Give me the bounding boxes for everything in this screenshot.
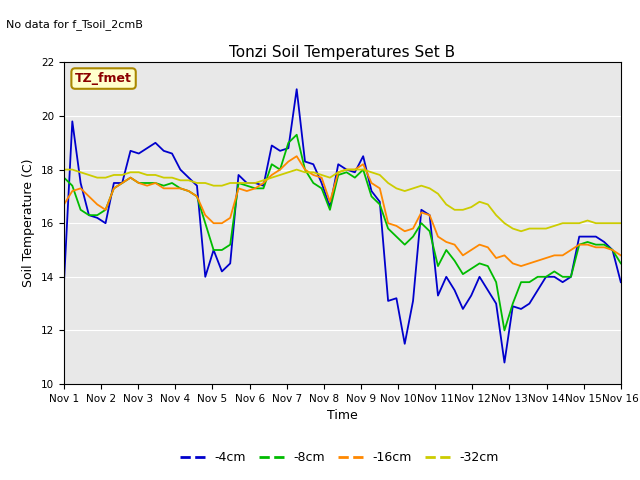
- -16cm: [467, 247, 475, 253]
- X-axis label: Time: Time: [327, 409, 358, 422]
- Line: -16cm: -16cm: [64, 156, 621, 266]
- -16cm: [509, 261, 516, 266]
- -32cm: [384, 180, 392, 186]
- -4cm: [575, 234, 583, 240]
- -32cm: [193, 180, 201, 186]
- -16cm: [293, 153, 301, 159]
- -8cm: [567, 274, 575, 280]
- -16cm: [575, 242, 583, 248]
- -4cm: [567, 274, 575, 280]
- -4cm: [617, 279, 625, 285]
- Y-axis label: Soil Temperature (C): Soil Temperature (C): [22, 159, 35, 288]
- -16cm: [617, 252, 625, 258]
- -8cm: [467, 266, 475, 272]
- Line: -4cm: -4cm: [64, 89, 621, 362]
- Legend: -4cm, -8cm, -16cm, -32cm: -4cm, -8cm, -16cm, -32cm: [175, 446, 504, 469]
- -16cm: [442, 239, 450, 245]
- Title: Tonzi Soil Temperatures Set B: Tonzi Soil Temperatures Set B: [229, 45, 456, 60]
- -16cm: [517, 263, 525, 269]
- -8cm: [575, 242, 583, 248]
- -8cm: [500, 327, 508, 333]
- Line: -8cm: -8cm: [64, 135, 621, 330]
- -8cm: [442, 247, 450, 253]
- -4cm: [442, 274, 450, 280]
- -16cm: [60, 202, 68, 207]
- -8cm: [617, 261, 625, 266]
- -4cm: [293, 86, 301, 92]
- -4cm: [584, 234, 591, 240]
- Line: -32cm: -32cm: [64, 169, 621, 231]
- -32cm: [376, 172, 383, 178]
- -8cm: [293, 132, 301, 138]
- -32cm: [293, 167, 301, 172]
- -16cm: [584, 242, 591, 248]
- -4cm: [517, 306, 525, 312]
- -8cm: [584, 239, 591, 245]
- -4cm: [60, 279, 68, 285]
- -16cm: [567, 247, 575, 253]
- -32cm: [617, 220, 625, 226]
- -4cm: [500, 360, 508, 365]
- Text: No data for f_Tsoil_2cmB: No data for f_Tsoil_2cmB: [6, 19, 143, 30]
- -32cm: [567, 220, 575, 226]
- -8cm: [517, 279, 525, 285]
- Text: TZ_fmet: TZ_fmet: [75, 72, 132, 85]
- -32cm: [517, 228, 525, 234]
- -8cm: [60, 175, 68, 180]
- -4cm: [467, 293, 475, 299]
- -32cm: [185, 178, 193, 183]
- -32cm: [60, 167, 68, 172]
